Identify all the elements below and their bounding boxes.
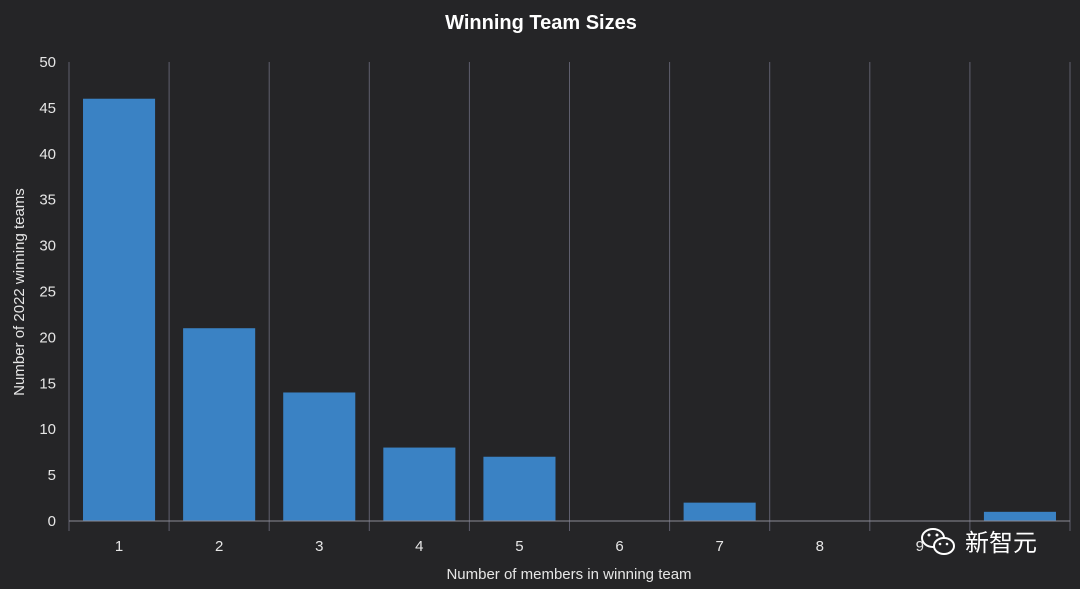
- watermark-text: 新智元: [965, 530, 1037, 557]
- x-tick-label: 3: [315, 538, 323, 555]
- x-axis-ticks: 1 2 3 4 5 6 7 8 9: [115, 538, 924, 555]
- x-tick-label: 8: [816, 538, 824, 555]
- x-tick-label: 4: [415, 538, 423, 555]
- x-tick-label: 1: [115, 538, 123, 555]
- y-tick-label: 40: [39, 146, 56, 163]
- y-tick-label: 35: [39, 192, 56, 209]
- x-tick-label: 9: [916, 538, 924, 555]
- watermark: 新智元: [921, 528, 1037, 557]
- bar-7: [683, 502, 756, 521]
- y-tick-label: 50: [39, 54, 56, 71]
- y-tick-label: 25: [39, 284, 56, 301]
- y-tick-label: 15: [39, 375, 56, 392]
- x-axis-label: Number of members in winning team: [446, 566, 691, 583]
- grid: [68, 62, 1071, 531]
- bar-10: [983, 511, 1056, 521]
- y-tick-label: 20: [39, 329, 56, 346]
- bars: [83, 98, 1056, 521]
- x-tick-label: 5: [515, 538, 523, 555]
- y-tick-label: 10: [39, 421, 56, 438]
- x-tick-label: 2: [215, 538, 223, 555]
- bar-3: [283, 392, 356, 521]
- y-axis-ticks: 0 5 10 15 20 25 30 35 40 45 50: [39, 54, 56, 530]
- y-axis-label: Number of 2022 winning teams: [11, 188, 28, 396]
- y-tick-label: 5: [48, 467, 56, 484]
- y-tick-label: 30: [39, 238, 56, 255]
- x-tick-label: 6: [615, 538, 623, 555]
- bar-5: [483, 456, 556, 521]
- y-tick-label: 0: [48, 513, 56, 530]
- bar-1: [83, 98, 156, 521]
- chart-title: Winning Team Sizes: [445, 12, 637, 34]
- bar-2: [183, 328, 256, 521]
- wechat-icon: [921, 528, 955, 555]
- x-tick-label: 7: [715, 538, 723, 555]
- bar-4: [383, 447, 456, 521]
- y-tick-label: 45: [39, 100, 56, 117]
